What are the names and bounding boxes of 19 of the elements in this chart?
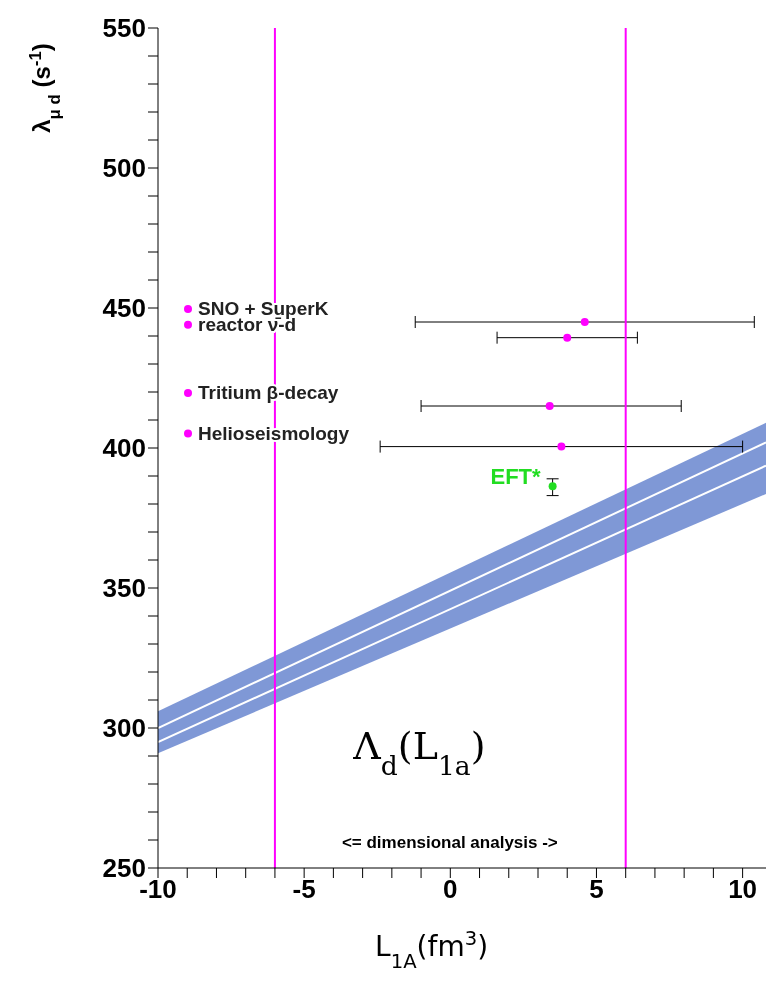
- series-label: EFT*: [490, 464, 542, 490]
- annotation: <= dimensional analysis ->: [341, 833, 558, 852]
- y-tick-label: 550: [102, 13, 146, 44]
- x-tick-label: -5: [292, 874, 316, 905]
- point: [548, 482, 557, 491]
- annotation: Λ$_{d}$(L$_{1a}$): [352, 723, 486, 781]
- y-tick-label: 500: [102, 153, 146, 184]
- point: [580, 318, 589, 326]
- y-tick-label: 300: [102, 713, 146, 744]
- point: [557, 442, 566, 451]
- x-tick-label: 5: [589, 874, 604, 905]
- x-tick-label: 10: [728, 874, 758, 905]
- point: [563, 333, 572, 342]
- y-tick-label: 400: [102, 433, 146, 464]
- y-tick-label: 450: [102, 293, 146, 324]
- y-tick-label: 350: [102, 573, 146, 604]
- point: [545, 402, 554, 410]
- x-tick-label: 0: [443, 874, 458, 905]
- x-axis-title: L$_{1A}$(fm$^{3}$): [375, 926, 489, 973]
